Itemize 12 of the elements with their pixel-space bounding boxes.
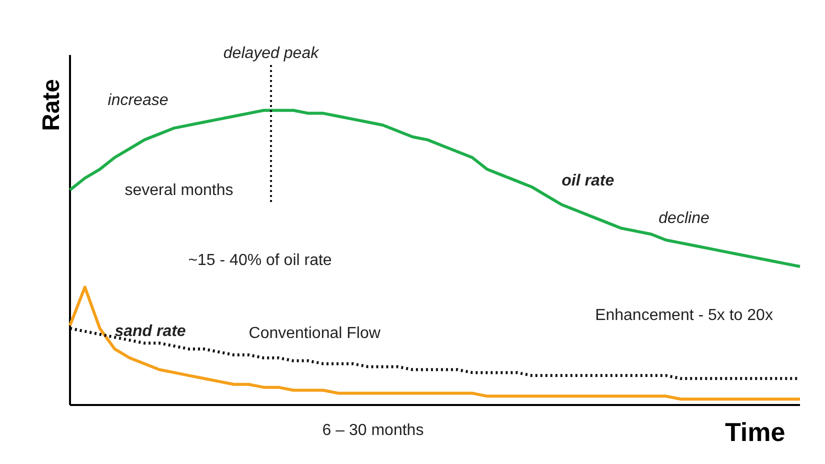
annotation: decline <box>658 210 710 227</box>
text: increase <box>108 92 168 109</box>
series-label: oil rate <box>562 172 614 190</box>
annotation: Enhancement - 5x to 20x <box>595 307 773 324</box>
y-axis-title: Rate <box>38 78 65 132</box>
series-label: sand rate <box>114 323 186 340</box>
series-label: Conventional Flow <box>248 324 381 342</box>
annotation: ~15 - 40% of oil rate <box>188 252 332 269</box>
x-axis-title: Time <box>725 417 786 447</box>
text: 6 – 30 months <box>322 422 424 439</box>
text: delayed peak <box>223 45 320 62</box>
annotation: several months <box>124 182 234 199</box>
